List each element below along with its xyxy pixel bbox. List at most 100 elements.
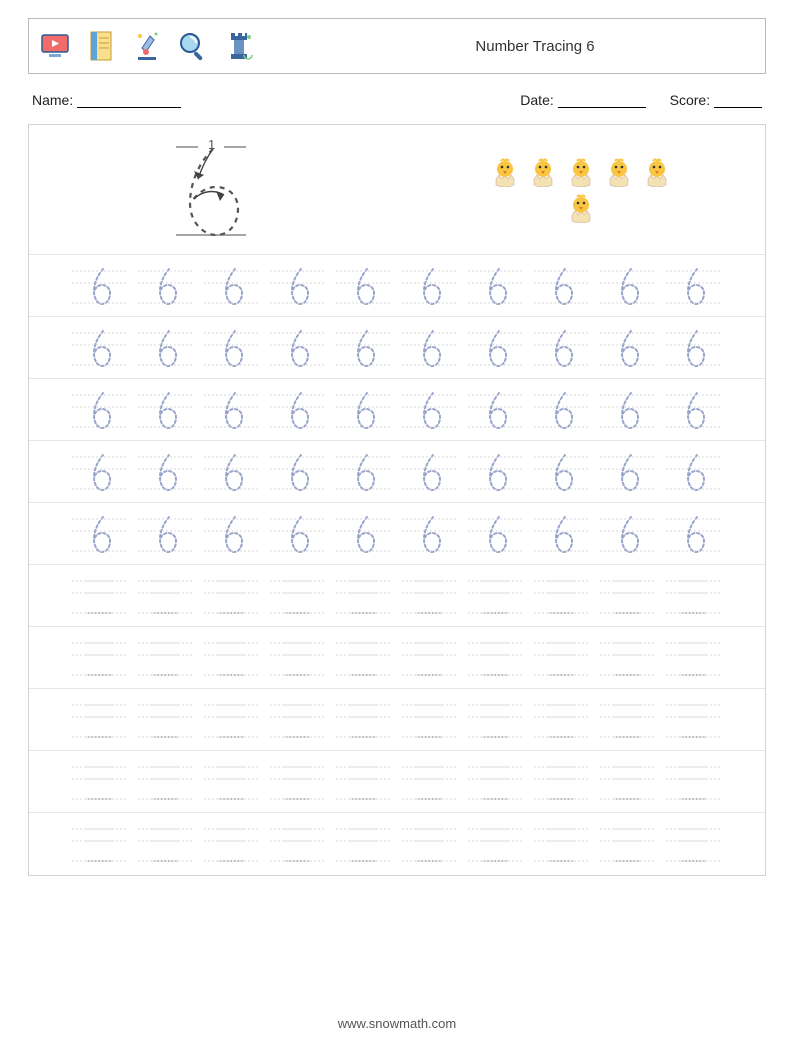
trace-cell[interactable] (152, 449, 180, 495)
trace-cell[interactable] (548, 821, 576, 867)
trace-cell[interactable] (350, 387, 378, 433)
trace-cell[interactable] (416, 573, 444, 619)
trace-cell[interactable] (482, 263, 510, 309)
trace-cell[interactable] (416, 449, 444, 495)
trace-cell[interactable] (680, 759, 708, 805)
trace-cell[interactable] (614, 635, 642, 681)
trace-cell[interactable] (350, 697, 378, 743)
trace-cell[interactable] (350, 573, 378, 619)
trace-cell[interactable] (152, 387, 180, 433)
trace-cell[interactable] (218, 821, 246, 867)
trace-cell[interactable] (350, 759, 378, 805)
trace-cell[interactable] (152, 325, 180, 371)
trace-cell[interactable] (218, 635, 246, 681)
trace-cell[interactable] (350, 449, 378, 495)
trace-cell[interactable] (680, 325, 708, 371)
trace-cell[interactable] (482, 759, 510, 805)
trace-cell[interactable] (284, 511, 312, 557)
trace-cell[interactable] (548, 573, 576, 619)
date-blank[interactable] (558, 94, 646, 108)
trace-cell[interactable] (86, 759, 114, 805)
trace-cell[interactable] (482, 449, 510, 495)
trace-cell[interactable] (680, 511, 708, 557)
name-blank[interactable] (77, 94, 181, 108)
trace-cell[interactable] (152, 635, 180, 681)
trace-cell[interactable] (218, 263, 246, 309)
trace-cell[interactable] (416, 325, 444, 371)
trace-cell[interactable] (614, 263, 642, 309)
trace-cell[interactable] (614, 759, 642, 805)
trace-cell[interactable] (680, 573, 708, 619)
trace-cell[interactable] (218, 325, 246, 371)
trace-cell[interactable] (548, 697, 576, 743)
trace-cell[interactable] (416, 387, 444, 433)
trace-cell[interactable] (284, 697, 312, 743)
trace-cell[interactable] (86, 263, 114, 309)
trace-cell[interactable] (152, 821, 180, 867)
trace-cell[interactable] (284, 821, 312, 867)
trace-cell[interactable] (350, 263, 378, 309)
trace-cell[interactable] (284, 573, 312, 619)
trace-cell[interactable] (218, 697, 246, 743)
trace-cell[interactable] (614, 325, 642, 371)
trace-cell[interactable] (614, 387, 642, 433)
trace-cell[interactable] (416, 635, 444, 681)
trace-cell[interactable] (482, 821, 510, 867)
trace-cell[interactable] (86, 325, 114, 371)
trace-cell[interactable] (86, 635, 114, 681)
trace-cell[interactable] (680, 821, 708, 867)
trace-cell[interactable] (482, 635, 510, 681)
trace-cell[interactable] (218, 573, 246, 619)
trace-cell[interactable] (548, 449, 576, 495)
trace-cell[interactable] (350, 635, 378, 681)
trace-cell[interactable] (350, 325, 378, 371)
trace-cell[interactable] (152, 759, 180, 805)
trace-cell[interactable] (416, 511, 444, 557)
trace-cell[interactable] (152, 697, 180, 743)
trace-cell[interactable] (86, 387, 114, 433)
trace-cell[interactable] (614, 697, 642, 743)
trace-cell[interactable] (548, 263, 576, 309)
trace-cell[interactable] (548, 759, 576, 805)
trace-cell[interactable] (86, 511, 114, 557)
trace-cell[interactable] (218, 759, 246, 805)
trace-cell[interactable] (614, 449, 642, 495)
trace-cell[interactable] (680, 449, 708, 495)
trace-cell[interactable] (680, 387, 708, 433)
trace-cell[interactable] (284, 263, 312, 309)
trace-cell[interactable] (680, 635, 708, 681)
trace-cell[interactable] (482, 387, 510, 433)
trace-cell[interactable] (680, 697, 708, 743)
trace-cell[interactable] (86, 573, 114, 619)
trace-cell[interactable] (548, 511, 576, 557)
trace-cell[interactable] (548, 325, 576, 371)
trace-cell[interactable] (86, 697, 114, 743)
trace-cell[interactable] (218, 387, 246, 433)
trace-cell[interactable] (614, 573, 642, 619)
trace-cell[interactable] (482, 573, 510, 619)
trace-cell[interactable] (86, 449, 114, 495)
trace-cell[interactable] (482, 325, 510, 371)
trace-cell[interactable] (416, 697, 444, 743)
trace-cell[interactable] (482, 511, 510, 557)
trace-cell[interactable] (218, 511, 246, 557)
trace-cell[interactable] (482, 697, 510, 743)
score-blank[interactable] (714, 94, 762, 108)
trace-cell[interactable] (350, 511, 378, 557)
trace-cell[interactable] (680, 263, 708, 309)
trace-cell[interactable] (152, 573, 180, 619)
trace-cell[interactable] (548, 387, 576, 433)
trace-cell[interactable] (152, 511, 180, 557)
trace-cell[interactable] (416, 263, 444, 309)
trace-cell[interactable] (284, 635, 312, 681)
trace-cell[interactable] (284, 325, 312, 371)
trace-cell[interactable] (416, 821, 444, 867)
trace-cell[interactable] (284, 449, 312, 495)
trace-cell[interactable] (416, 759, 444, 805)
trace-cell[interactable] (284, 387, 312, 433)
trace-cell[interactable] (284, 759, 312, 805)
trace-cell[interactable] (614, 511, 642, 557)
trace-cell[interactable] (548, 635, 576, 681)
trace-cell[interactable] (218, 449, 246, 495)
trace-cell[interactable] (152, 263, 180, 309)
